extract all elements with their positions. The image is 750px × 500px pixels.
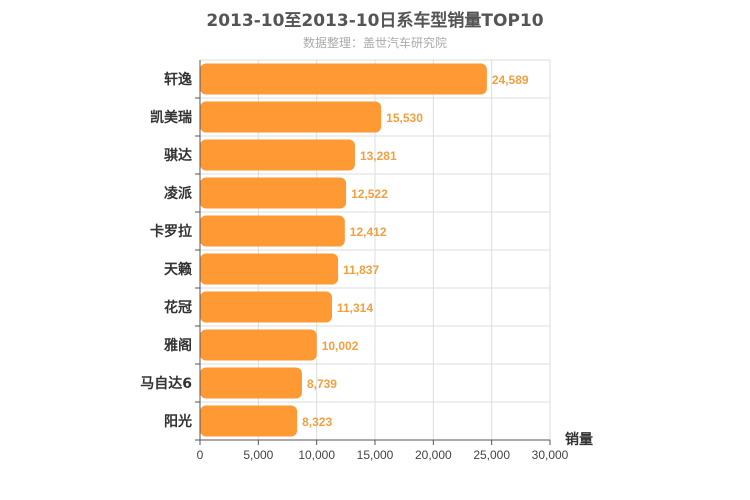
x-axis-title: 销量: [565, 431, 593, 448]
x-tick-label: 10,000: [298, 448, 335, 462]
data-label: 24,589: [492, 73, 529, 87]
category-label: 雅阁: [164, 337, 192, 354]
data-label: 8,323: [302, 415, 332, 429]
bar: [200, 253, 339, 285]
category-label: 阳光: [164, 413, 192, 430]
data-label: 15,530: [386, 111, 423, 125]
bar: [200, 139, 355, 171]
data-label: 12,522: [351, 187, 388, 201]
data-label: 11,837: [343, 263, 379, 277]
bar: [200, 367, 302, 399]
category-label: 马自达6: [140, 375, 192, 392]
axes: [195, 60, 551, 445]
x-tick-label: 15,000: [357, 448, 394, 462]
labels: 24,589 轩逸 15,530 凯美瑞 13,281 骐达 12,522 凌派 12,412 卡…: [140, 71, 593, 462]
data-label: 12,412: [350, 225, 387, 239]
grid-lines: [200, 59, 551, 441]
bar: [200, 291, 332, 323]
bar: [200, 329, 317, 361]
chart-title: 2013-10至2013-10日系车型销量TOP10: [206, 11, 544, 31]
x-tick-label: 5,000: [243, 448, 273, 462]
chart-subtitle: 数据整理：盖世汽车研究院: [302, 36, 447, 50]
category-label: 轩逸: [164, 71, 192, 88]
category-label: 花冠: [164, 299, 192, 316]
category-label: 天籁: [164, 261, 192, 278]
bar: [200, 101, 382, 133]
category-label: 凯美瑞: [150, 109, 192, 126]
x-tick-label: 0: [197, 448, 204, 462]
data-label: 10,002: [322, 339, 359, 353]
data-label: 11,314: [337, 301, 373, 315]
category-label: 凌派: [164, 185, 193, 202]
x-tick-label: 20,000: [415, 448, 452, 462]
bar: [200, 177, 347, 209]
bar: [200, 215, 345, 247]
category-label: 卡罗拉: [150, 223, 192, 240]
x-tick-label: 30,000: [532, 448, 569, 462]
bar: [200, 63, 487, 95]
bar: [200, 405, 298, 437]
category-label: 骐达: [164, 147, 192, 164]
data-label: 8,739: [307, 377, 337, 391]
data-label: 13,281: [360, 149, 397, 163]
bars: [200, 63, 487, 437]
x-tick-label: 25,000: [473, 448, 510, 462]
